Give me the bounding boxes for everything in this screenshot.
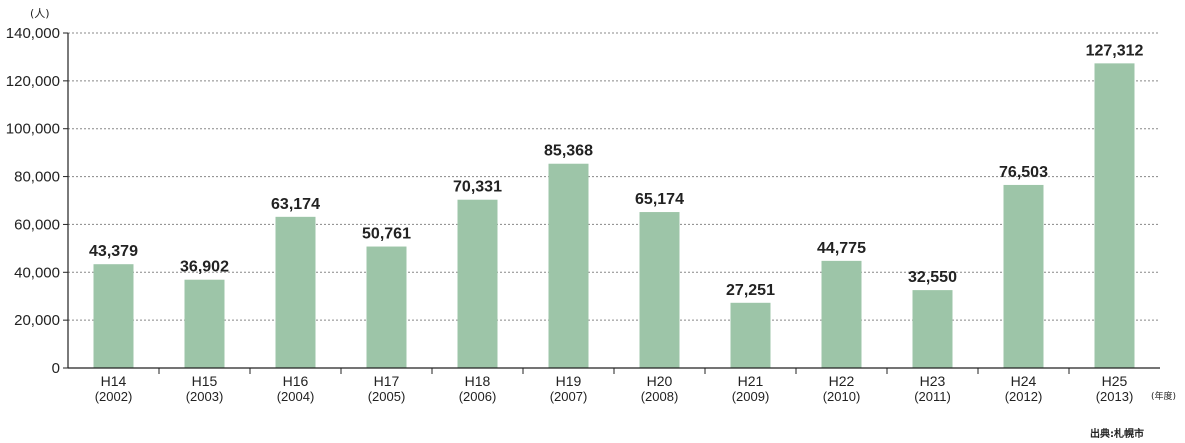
x-tick-sublabel: (2010) (823, 389, 861, 404)
y-tick-label: 60,000 (14, 216, 60, 233)
data-label: 50,761 (362, 226, 411, 243)
x-tick-label: H16 (283, 373, 309, 389)
data-label: 63,174 (271, 196, 320, 213)
y-tick-label: 20,000 (14, 312, 60, 329)
bar (93, 264, 134, 368)
x-tick-sublabel: (2002) (95, 389, 133, 404)
bar (366, 246, 407, 368)
y-tick-label: 80,000 (14, 169, 60, 186)
bar (184, 279, 225, 368)
bar (457, 199, 498, 368)
x-axis: H14(2002)H15(2003)H16(2004)H17(2005)H18(… (68, 367, 1160, 404)
y-tick-label: 40,000 (14, 264, 60, 281)
y-tick-label: 120,000 (6, 73, 60, 90)
data-label: 44,775 (817, 240, 866, 257)
bar (821, 260, 862, 368)
x-axis-unit-label: (年度) (1151, 390, 1176, 402)
x-tick-sublabel: (2004) (277, 389, 315, 404)
x-tick-sublabel: (2012) (1005, 389, 1043, 404)
value-labels: 43,379 36,902 63,174 50,761 70,331 85,368 65,1… (89, 42, 1143, 298)
x-tick-label: H19 (556, 373, 582, 389)
bar (639, 212, 680, 368)
source-note: 出典:札幌市 (1090, 427, 1144, 440)
data-label: 76,503 (999, 164, 1048, 181)
x-tick-label: H24 (1011, 373, 1037, 389)
bar (275, 216, 316, 368)
bar (1003, 184, 1044, 368)
y-axis-unit-label: (人) (30, 7, 50, 20)
x-tick-label: H15 (192, 373, 218, 389)
gridlines (68, 32, 1160, 321)
x-tick-label: H25 (1102, 373, 1128, 389)
data-label: 85,368 (544, 143, 593, 160)
x-tick-sublabel: (2011) (914, 389, 951, 404)
data-label: 27,251 (726, 282, 775, 299)
bar (912, 290, 953, 368)
data-label: 32,550 (908, 269, 957, 286)
data-label: 43,379 (89, 243, 138, 260)
x-tick-label: H21 (738, 373, 764, 389)
data-label: 127,312 (1086, 42, 1144, 59)
data-label: 70,331 (453, 179, 502, 196)
x-tick-sublabel: (2009) (732, 389, 770, 404)
y-tick-label: 0 (52, 360, 60, 377)
y-axis: 0 20,000 40,000 60,000 80,000 100,000 120,000 1… (6, 25, 69, 377)
data-label: 36,902 (180, 259, 229, 276)
x-tick-sublabel: (2008) (641, 389, 679, 404)
bar (548, 163, 589, 368)
bars (93, 63, 1135, 369)
x-tick-label: H14 (101, 373, 127, 389)
x-tick-label: H22 (829, 373, 855, 389)
x-tick-sublabel: (2007) (550, 389, 588, 404)
bar (730, 302, 771, 368)
x-tick-label: H18 (465, 373, 491, 389)
data-label: 65,174 (635, 191, 684, 208)
x-tick-sublabel: (2006) (459, 389, 497, 404)
y-tick-label: 100,000 (6, 121, 60, 138)
x-tick-sublabel: (2005) (368, 389, 406, 404)
y-tick-label: 140,000 (6, 25, 60, 42)
x-tick-sublabel: (2003) (186, 389, 224, 404)
x-tick-label: H23 (920, 373, 946, 389)
x-tick-sublabel: (2013) (1096, 389, 1134, 404)
bar (1094, 63, 1135, 369)
x-tick-label: H17 (374, 373, 400, 389)
x-tick-label: H20 (647, 373, 673, 389)
